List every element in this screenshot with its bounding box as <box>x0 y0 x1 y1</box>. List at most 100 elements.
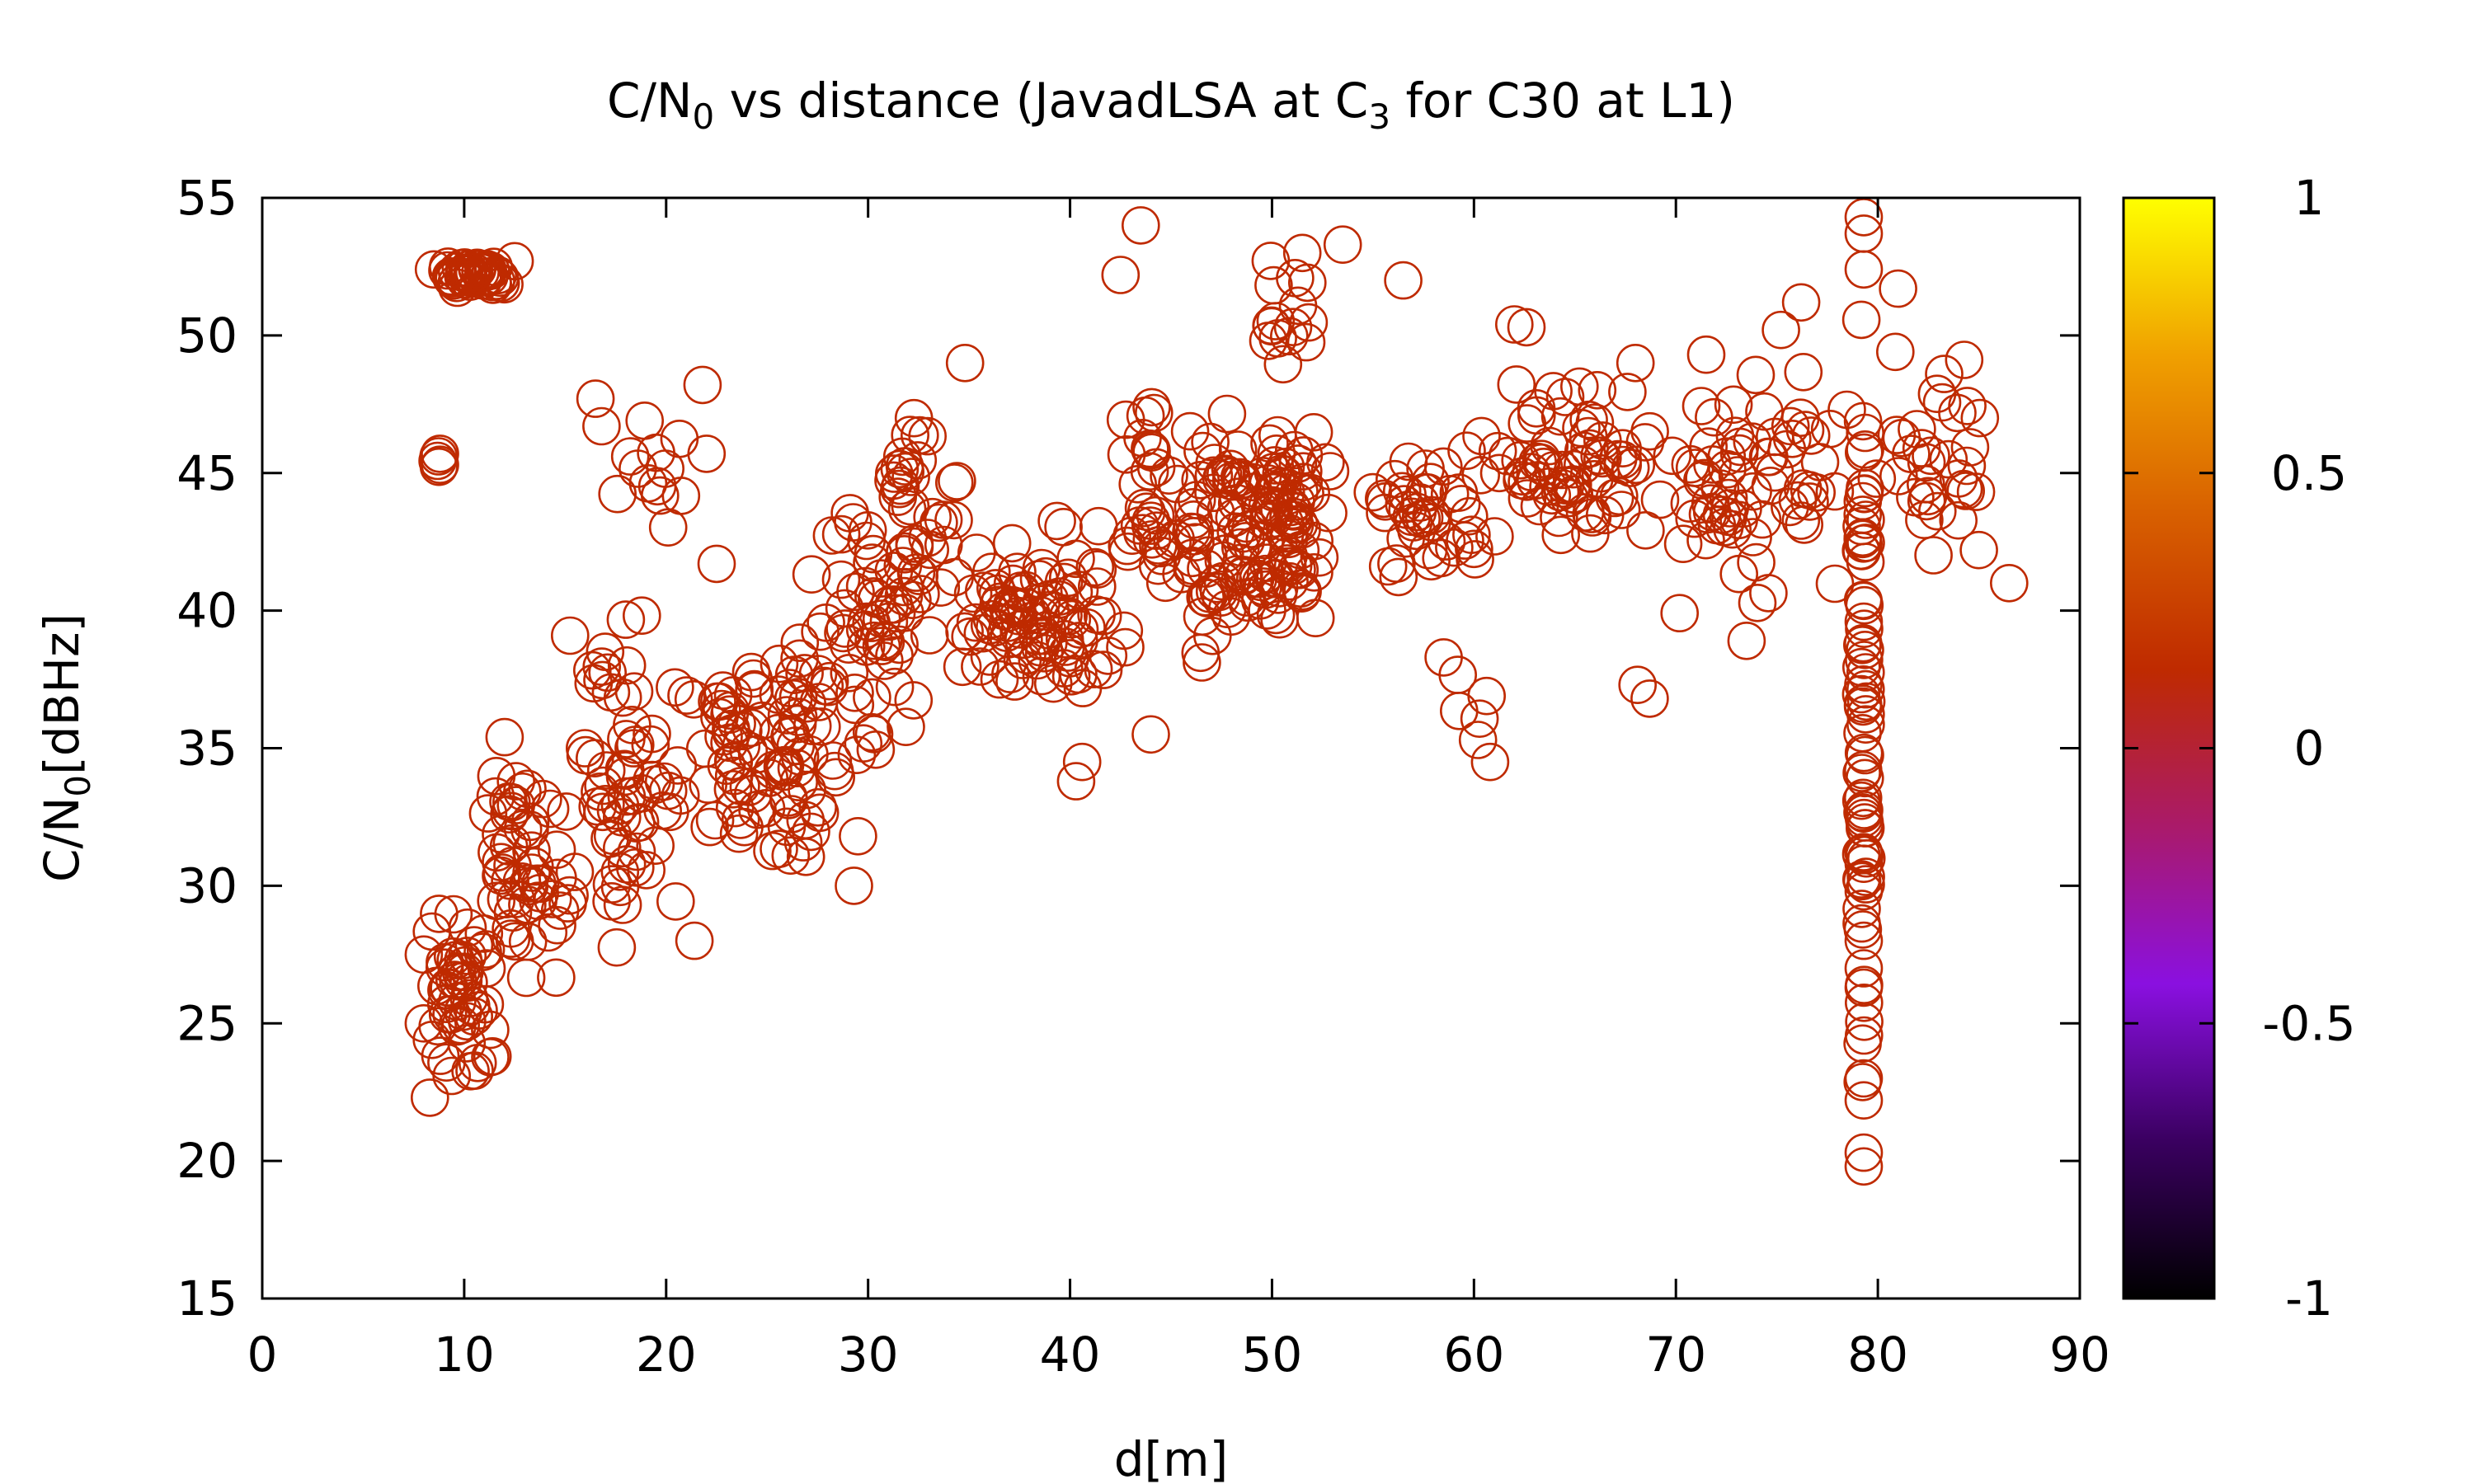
data-point <box>1843 481 1883 521</box>
data-point <box>614 672 654 711</box>
data-point <box>812 516 852 555</box>
data-point <box>1681 387 1721 425</box>
data-point <box>1781 283 1821 322</box>
data-point <box>1273 308 1313 347</box>
data-point <box>1022 596 1061 636</box>
data-point <box>760 644 799 683</box>
data-point <box>1254 265 1293 305</box>
data-point <box>435 258 474 298</box>
data-point <box>1545 466 1585 505</box>
data-point <box>1791 416 1831 455</box>
data-point <box>477 833 516 872</box>
data-point <box>972 599 1012 639</box>
data-point <box>1051 656 1091 696</box>
data-point <box>1131 506 1170 545</box>
data-point <box>1112 516 1151 556</box>
data-point <box>1288 263 1327 303</box>
data-point <box>1683 461 1722 500</box>
data-point <box>1876 332 1915 372</box>
data-point <box>854 621 893 660</box>
plot-frame <box>261 196 2081 1300</box>
data-point <box>1044 562 1084 602</box>
data-point <box>1278 444 1318 483</box>
data-point <box>712 709 750 749</box>
data-point <box>1031 590 1070 630</box>
data-point <box>1618 665 1657 705</box>
data-point <box>719 814 759 853</box>
y-axis: 15 20 25 30 35 40 45 50 55 <box>176 170 2080 1327</box>
data-point <box>1709 478 1748 518</box>
data-point <box>1442 485 1481 524</box>
data-point <box>689 765 728 804</box>
data-point <box>1939 459 1978 498</box>
data-point <box>674 679 713 719</box>
data-point <box>1844 198 1884 237</box>
data-point <box>1689 427 1728 467</box>
data-point <box>474 247 514 287</box>
data-point <box>606 600 646 639</box>
data-point <box>1251 242 1291 280</box>
data-point <box>476 777 515 816</box>
data-point <box>1630 679 1669 718</box>
data-point <box>934 500 973 540</box>
data-point <box>675 921 714 960</box>
data-point <box>1719 554 1758 594</box>
data-point <box>988 603 1028 642</box>
data-point <box>1842 754 1881 792</box>
data-point <box>1845 641 1884 679</box>
x-tick-label: 0 <box>247 1327 278 1383</box>
data-point <box>656 882 695 921</box>
data-point <box>835 673 874 712</box>
data-point <box>813 741 853 780</box>
data-point <box>1158 464 1197 504</box>
data-point <box>1846 669 1885 709</box>
data-point <box>921 568 961 607</box>
data-point <box>1078 550 1117 589</box>
data-point <box>1846 735 1884 775</box>
data-point <box>1560 367 1599 406</box>
data-point <box>1062 742 1102 782</box>
data-point <box>602 829 642 868</box>
data-point <box>1857 459 1897 498</box>
data-point <box>835 685 875 725</box>
data-point <box>1176 523 1215 562</box>
data-point <box>414 250 454 289</box>
x-tick-label: 10 <box>434 1327 495 1383</box>
data-point <box>1686 335 1726 374</box>
data-point <box>1007 571 1047 610</box>
data-point <box>1844 1059 1884 1098</box>
data-point <box>875 667 915 707</box>
data-point <box>636 826 675 865</box>
data-point <box>722 767 760 805</box>
data-point <box>839 816 877 856</box>
data-point <box>1124 488 1164 528</box>
data-point <box>1507 308 1546 347</box>
data-point <box>1702 495 1742 534</box>
data-point <box>1195 444 1235 482</box>
data-point <box>845 566 885 606</box>
data-point <box>1844 665 1883 704</box>
data-point <box>510 802 550 842</box>
data-point <box>767 807 807 847</box>
data-point <box>945 612 984 651</box>
data-point <box>1882 418 1921 458</box>
data-point <box>1427 522 1466 561</box>
data-point <box>1846 695 1885 734</box>
data-point <box>825 589 864 628</box>
data-point <box>1139 526 1178 565</box>
data-point <box>565 729 604 768</box>
chart-title: C/N0 vs distance (JavadLSA at C3 for C30… <box>607 73 1735 137</box>
data-point <box>1844 949 1884 988</box>
data-point <box>1424 447 1463 486</box>
data-point <box>1078 567 1117 606</box>
data-point <box>538 905 576 945</box>
data-point <box>1235 559 1275 599</box>
data-point <box>1177 481 1216 519</box>
data-point <box>862 627 901 665</box>
data-point <box>1846 430 1884 469</box>
x-axis-label: d[m] <box>1114 1431 1229 1484</box>
data-point <box>1497 365 1536 404</box>
data-point <box>760 829 798 868</box>
data-point <box>410 1078 449 1117</box>
data-point <box>586 751 626 790</box>
